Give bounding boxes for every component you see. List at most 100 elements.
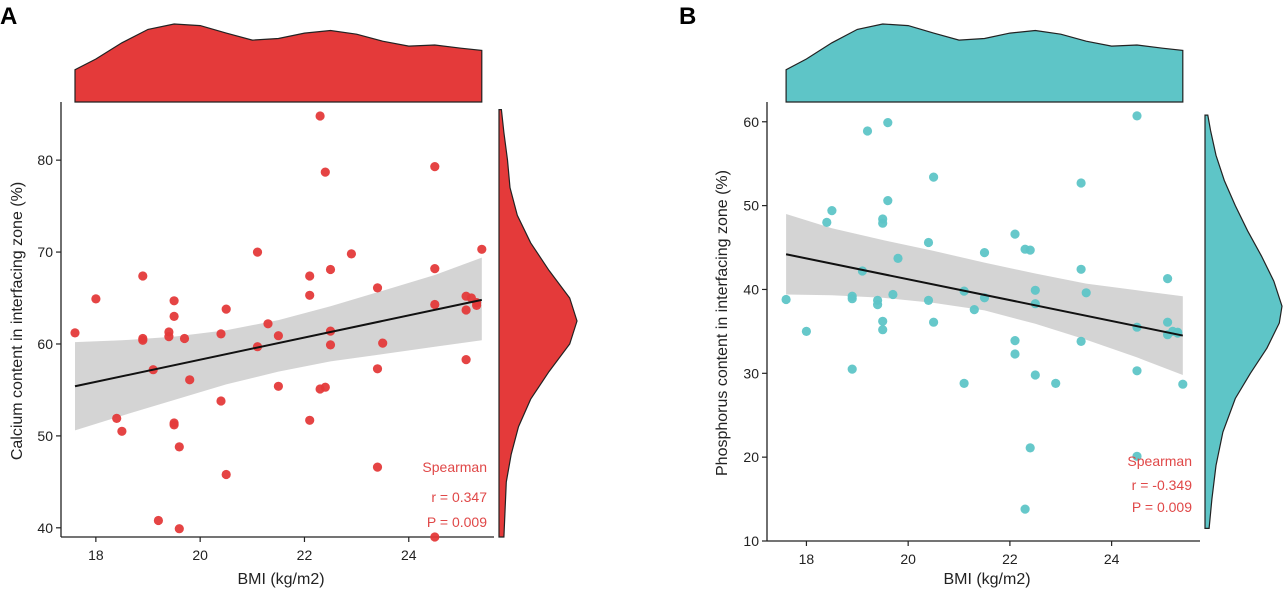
data-point xyxy=(430,264,440,274)
data-point xyxy=(305,415,315,425)
data-point xyxy=(315,111,325,121)
data-point xyxy=(959,378,969,388)
data-point xyxy=(1076,336,1086,346)
panel-a-label: A xyxy=(0,3,17,30)
data-point xyxy=(873,300,883,310)
data-point xyxy=(1010,229,1020,239)
data-point xyxy=(174,442,184,452)
data-point xyxy=(346,249,356,259)
data-point xyxy=(461,355,471,365)
spearman-annotation-line: r = -0.349 xyxy=(1132,477,1193,493)
data-point xyxy=(185,375,195,385)
data-point xyxy=(969,305,979,315)
data-point xyxy=(827,206,837,216)
data-point xyxy=(883,118,893,128)
data-point xyxy=(138,271,148,281)
data-point xyxy=(320,382,330,392)
data-point xyxy=(1076,264,1086,274)
right-density-curve xyxy=(1204,114,1283,529)
data-point xyxy=(325,340,336,350)
data-point xyxy=(979,248,990,258)
data-point xyxy=(430,162,440,172)
x-tick-label: 18 xyxy=(799,551,815,567)
regression-line xyxy=(785,253,1184,337)
y-tick-label: 40 xyxy=(37,520,53,536)
data-point xyxy=(378,338,388,348)
data-point xyxy=(320,167,330,177)
data-point xyxy=(923,295,934,305)
x-axis-title: BMI (kg/m2) xyxy=(237,571,324,588)
data-point xyxy=(174,524,184,534)
data-point xyxy=(372,364,383,374)
data-point xyxy=(164,332,174,342)
data-point xyxy=(1051,378,1061,388)
data-point xyxy=(1010,336,1020,346)
data-point xyxy=(893,253,903,263)
data-point xyxy=(923,237,934,248)
data-point xyxy=(1030,285,1040,295)
data-point xyxy=(305,290,315,300)
spearman-annotation-line: Spearman xyxy=(1127,453,1192,469)
data-point xyxy=(169,420,179,430)
spearman-annotation-line: Spearman xyxy=(422,459,487,475)
x-tick-label: 24 xyxy=(401,547,417,563)
data-point xyxy=(1163,317,1173,327)
y-axis-title: Phosphorus content in interfacing zone (… xyxy=(714,170,731,476)
panel-b-label: B xyxy=(679,3,696,30)
data-point xyxy=(862,126,873,136)
x-axis-title: BMI (kg/m2) xyxy=(943,571,1030,588)
data-point xyxy=(477,244,487,254)
top-density-curve xyxy=(785,23,1184,103)
y-tick-label: 30 xyxy=(743,365,759,381)
x-tick-label: 24 xyxy=(1104,551,1120,567)
data-point xyxy=(878,218,888,228)
spearman-annotation-line: r = 0.347 xyxy=(431,489,487,505)
y-tick-label: 80 xyxy=(37,152,53,168)
data-point xyxy=(430,532,440,542)
data-point xyxy=(273,331,283,341)
panel-b-phosphorus: 10 20 30 40 50 60 18 20 22 24 BMI (kg/m2) Phosphoru… xyxy=(714,23,1283,588)
y-tick-label: 60 xyxy=(743,114,759,130)
data-point xyxy=(216,396,226,406)
data-point xyxy=(461,305,471,315)
y-tick-label: 20 xyxy=(743,449,759,465)
top-density-curve xyxy=(74,23,483,103)
data-point xyxy=(216,329,226,339)
y-tick-label: 50 xyxy=(743,198,759,214)
data-point xyxy=(801,326,812,336)
data-point xyxy=(878,316,888,326)
y-tick-label: 40 xyxy=(743,281,759,297)
data-point xyxy=(138,333,148,344)
data-point xyxy=(169,311,179,321)
data-point xyxy=(153,515,163,526)
data-point xyxy=(91,294,101,304)
data-point xyxy=(878,325,888,335)
data-point xyxy=(929,317,939,327)
panel-a-calcium: 40 50 60 70 80 18 20 22 24 BMI (kg/m2) Calcium con… xyxy=(9,23,578,588)
spearman-annotation-line: P = 0.009 xyxy=(427,514,487,530)
data-point xyxy=(822,217,832,227)
data-point xyxy=(1132,451,1142,461)
spearman-annotation-line: P = 0.009 xyxy=(1132,499,1192,515)
data-point xyxy=(883,196,893,206)
data-point xyxy=(1010,349,1020,359)
data-point xyxy=(1020,504,1030,514)
data-point xyxy=(372,462,383,472)
data-point xyxy=(929,172,939,182)
data-point xyxy=(1132,366,1142,376)
data-point xyxy=(1030,370,1040,380)
data-point xyxy=(1076,178,1086,188)
data-point xyxy=(70,328,80,338)
data-point xyxy=(781,294,791,305)
data-point xyxy=(847,364,857,374)
data-point xyxy=(117,426,127,436)
data-point xyxy=(179,333,190,344)
data-point xyxy=(1025,245,1035,255)
data-point xyxy=(430,299,440,310)
y-tick-label: 60 xyxy=(37,336,53,352)
x-tick-label: 20 xyxy=(192,547,208,563)
data-point xyxy=(325,264,336,275)
data-point xyxy=(888,289,898,300)
y-tick-label: 70 xyxy=(37,244,53,260)
